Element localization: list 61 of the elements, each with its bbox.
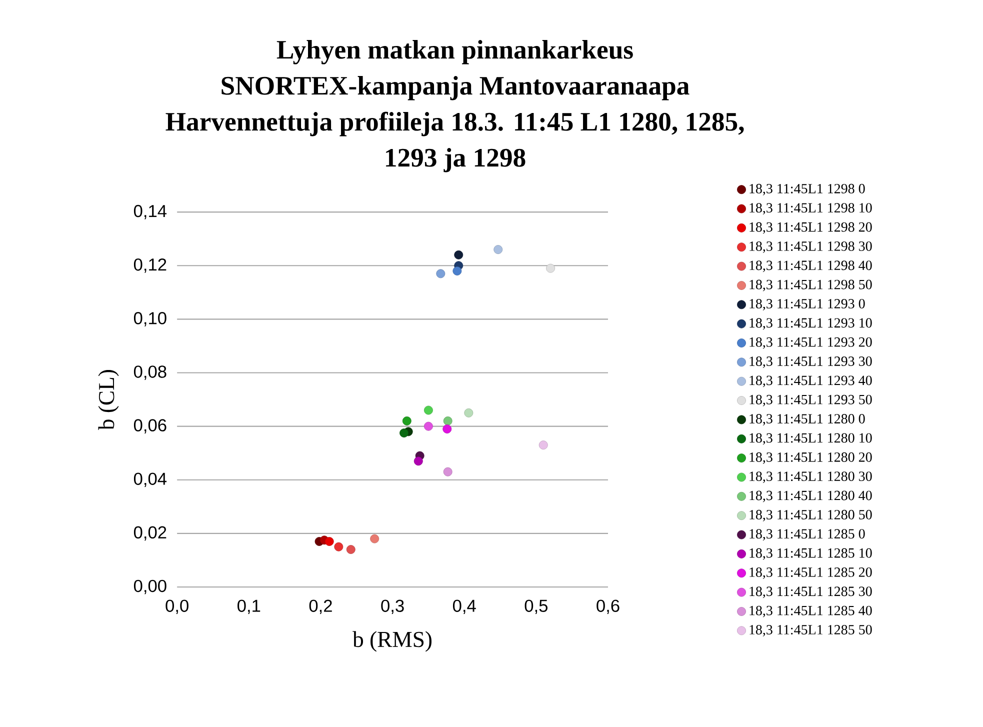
legend-label: 18,3 11:45L1 1298 10 bbox=[750, 203, 872, 215]
legend-label: 18,3 11:45L1 1298 40 bbox=[750, 260, 872, 272]
x-tick-label: 0,1 bbox=[238, 600, 260, 614]
x-tick-label: 0,3 bbox=[381, 600, 404, 614]
legend-label: 18,3 11:45L1 1280 20 bbox=[750, 452, 872, 464]
legend-label: 18,3 11:45L1 1285 0 bbox=[750, 529, 865, 541]
legend-label: 18,3 11:45L1 1298 0 bbox=[750, 184, 865, 196]
point bbox=[334, 542, 344, 552]
point bbox=[346, 545, 356, 554]
legend-label: 18,3 11:45L1 1293 30 bbox=[750, 356, 872, 368]
legend-label: 18,3 11:45L1 1298 30 bbox=[750, 241, 872, 253]
x-tick-label: 0,4 bbox=[452, 600, 476, 614]
legend-label: 18,3 11:45L1 1293 10 bbox=[750, 318, 872, 330]
point bbox=[454, 250, 464, 260]
x-tick-label: 0,2 bbox=[309, 600, 332, 614]
point bbox=[424, 422, 433, 431]
legend-label: 18,3 11:45L1 1285 20 bbox=[750, 567, 872, 579]
y-tick-label: 0,04 bbox=[134, 472, 167, 488]
y-axis-title: b (CL) bbox=[98, 370, 119, 430]
point bbox=[424, 406, 433, 415]
x-axis-title: b (RMS) bbox=[352, 631, 432, 652]
legend-label: 18,3 11:45L1 1280 30 bbox=[750, 472, 872, 484]
y-tick-label: 0,14 bbox=[134, 204, 167, 220]
x-tick-label: 0,0 bbox=[166, 600, 188, 614]
legend-label: 18,3 11:45L1 1285 30 bbox=[750, 586, 872, 598]
point bbox=[370, 534, 380, 544]
x-tick-label: 0,6 bbox=[596, 600, 620, 614]
legend-label: 18,3 11:45L1 1293 0 bbox=[750, 298, 865, 310]
point bbox=[452, 266, 462, 276]
y-tick-label: 0,06 bbox=[134, 419, 166, 434]
point bbox=[443, 467, 452, 476]
point bbox=[400, 428, 408, 438]
legend-label: 18,3 11:45L1 1285 50 bbox=[750, 624, 872, 636]
legend-label: 18,3 11:45L1 1285 40 bbox=[750, 606, 872, 618]
y-tick-label: 0,10 bbox=[134, 312, 166, 326]
point bbox=[464, 408, 474, 418]
legend-label: 18,3 11:45L1 1280 50 bbox=[750, 510, 872, 522]
point bbox=[538, 440, 548, 450]
point bbox=[414, 456, 423, 466]
y-tick-label: 0,12 bbox=[134, 258, 166, 273]
legend-label: 18,3 11:45L1 1298 20 bbox=[750, 222, 872, 234]
y-tick-label: 0,08 bbox=[134, 366, 166, 380]
point bbox=[442, 424, 452, 434]
legend-label: 18,3 11:45L1 1285 10 bbox=[750, 548, 872, 560]
y-tick-label: 0,02 bbox=[134, 526, 166, 541]
legend-label: 18,3 11:45L1 1280 40 bbox=[750, 490, 872, 502]
y-tick-label: 0,00 bbox=[134, 580, 166, 594]
point bbox=[494, 245, 503, 254]
point bbox=[436, 269, 446, 278]
legend-label: 18,3 11:45L1 1280 10 bbox=[750, 433, 872, 445]
legend-label: 18,3 11:45L1 1280 0 bbox=[750, 414, 865, 426]
point bbox=[443, 416, 452, 426]
legend-label: 18,3 11:45L1 1293 40 bbox=[750, 376, 872, 388]
point bbox=[402, 416, 412, 426]
legend-label: 18,3 11:45L1 1293 50 bbox=[750, 394, 872, 406]
point bbox=[324, 536, 334, 546]
legend-label: 18,3 11:45L1 1293 20 bbox=[750, 337, 872, 349]
x-tick-label: 0,5 bbox=[524, 600, 548, 614]
point bbox=[546, 264, 556, 273]
legend-label: 18,3 11:45L1 1298 50 bbox=[750, 280, 872, 292]
chart-title: Lyhyen matkan pinnankarkeus SNORTEX-kampanja Mantovaaranaapa Harvennettuja profiileja 18.3. 11:45 L1 1280, 1285, 1293 ja 1298 bbox=[166, 40, 744, 172]
